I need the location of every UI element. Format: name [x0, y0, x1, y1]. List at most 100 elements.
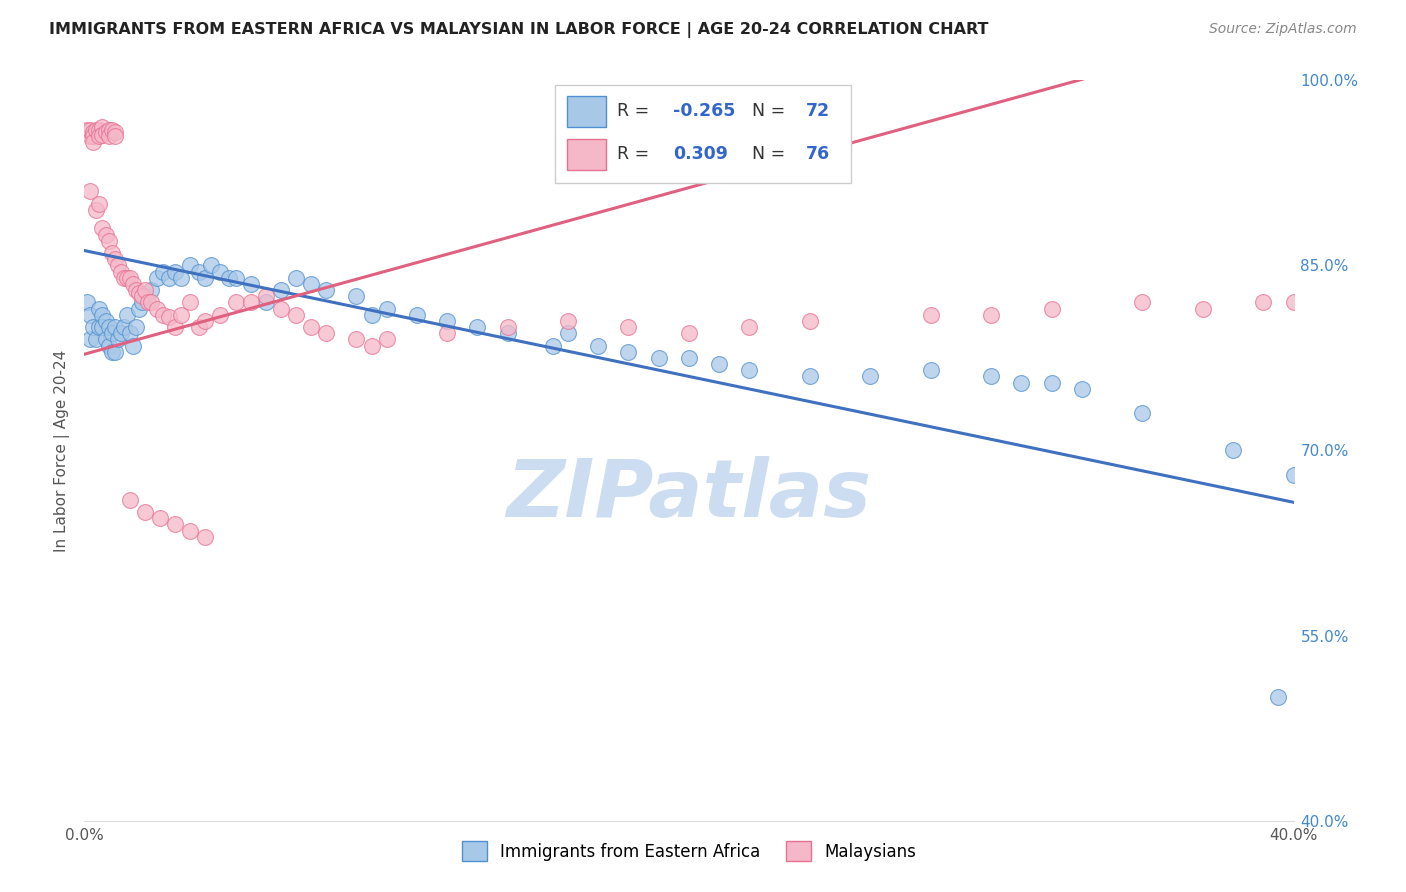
Text: ZIPatlas: ZIPatlas	[506, 456, 872, 534]
Point	[980, 308, 1002, 322]
Point	[738, 363, 761, 377]
Point	[157, 310, 180, 325]
Point	[165, 264, 187, 278]
Point	[128, 285, 150, 300]
Point	[149, 511, 172, 525]
Point	[225, 270, 247, 285]
Point	[146, 301, 169, 316]
Point	[254, 295, 277, 310]
Point	[678, 351, 700, 365]
Text: -0.265: -0.265	[673, 103, 735, 120]
Point	[799, 314, 821, 328]
Point	[200, 259, 222, 273]
Point	[79, 184, 101, 198]
Point	[152, 264, 174, 278]
Point	[1192, 301, 1215, 316]
Text: N =: N =	[741, 103, 792, 120]
Point	[134, 289, 156, 303]
Point	[79, 122, 101, 136]
Point	[194, 270, 217, 285]
Point	[125, 320, 148, 334]
Point	[1267, 690, 1289, 705]
Point	[91, 120, 114, 135]
Point	[97, 320, 120, 334]
Point	[617, 344, 640, 359]
Point	[678, 326, 700, 341]
Text: 76: 76	[807, 145, 831, 163]
Point	[179, 259, 201, 273]
Point	[131, 289, 153, 303]
Point	[299, 277, 322, 291]
Point	[194, 314, 217, 328]
Point	[121, 338, 143, 352]
Point	[346, 289, 368, 303]
Point	[165, 517, 187, 532]
Point	[170, 270, 193, 285]
Point	[136, 295, 159, 310]
Point	[91, 320, 114, 334]
Point	[139, 283, 162, 297]
Point	[91, 221, 114, 235]
Point	[557, 314, 579, 328]
Point	[165, 320, 187, 334]
Point	[188, 264, 211, 278]
Point	[315, 326, 337, 341]
Point	[157, 270, 180, 285]
Point	[107, 259, 129, 273]
Point	[115, 270, 138, 285]
Point	[112, 320, 135, 334]
Point	[82, 135, 104, 149]
Point	[134, 505, 156, 519]
Point	[89, 301, 111, 316]
Point	[121, 277, 143, 291]
Point	[1282, 468, 1305, 483]
Point	[920, 308, 942, 322]
Point	[100, 344, 122, 359]
Point	[128, 301, 150, 316]
Point	[100, 122, 122, 136]
Point	[131, 295, 153, 310]
Point	[285, 270, 308, 285]
Point	[1130, 295, 1153, 310]
Point	[82, 125, 104, 139]
Point	[112, 270, 135, 285]
Point	[709, 357, 731, 371]
Point	[218, 270, 240, 285]
Point	[82, 320, 104, 334]
Point	[79, 308, 101, 322]
Point	[346, 332, 368, 346]
Text: R =: R =	[617, 103, 655, 120]
Point	[1253, 295, 1275, 310]
Y-axis label: In Labor Force | Age 20-24: In Labor Force | Age 20-24	[55, 350, 70, 551]
Point	[100, 326, 122, 341]
Point	[118, 270, 141, 285]
Point	[94, 332, 117, 346]
Text: N =: N =	[741, 145, 792, 163]
Point	[1040, 301, 1063, 316]
Point	[100, 246, 122, 260]
Text: R =: R =	[617, 145, 661, 163]
Point	[104, 344, 127, 359]
Point	[79, 128, 101, 143]
Point	[406, 308, 429, 322]
Point	[436, 314, 458, 328]
Point	[97, 338, 120, 352]
Point	[375, 332, 398, 346]
Point	[920, 363, 942, 377]
Point	[738, 320, 761, 334]
FancyBboxPatch shape	[555, 85, 851, 183]
Point	[360, 308, 382, 322]
Point	[139, 295, 162, 310]
Point	[89, 196, 111, 211]
Point	[86, 332, 108, 346]
Point	[89, 122, 111, 136]
Point	[110, 326, 132, 341]
Point	[557, 326, 579, 341]
Point	[1282, 295, 1305, 310]
Point	[360, 338, 382, 352]
Text: IMMIGRANTS FROM EASTERN AFRICA VS MALAYSIAN IN LABOR FORCE | AGE 20-24 CORRELATI: IMMIGRANTS FROM EASTERN AFRICA VS MALAYS…	[49, 22, 988, 38]
Point	[97, 128, 120, 143]
Point	[94, 227, 117, 242]
Point	[118, 492, 141, 507]
Point	[89, 320, 111, 334]
